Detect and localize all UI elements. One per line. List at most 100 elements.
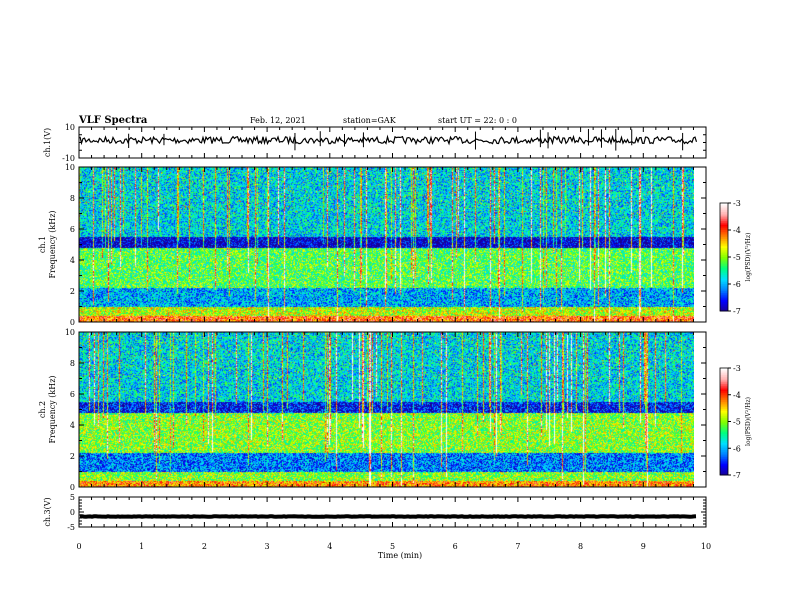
ch1-spectrogram-panel: 10 8 6 4 2 0 ch.1 Frequency (kHz)	[38, 163, 707, 327]
colorbar-swatch	[720, 302, 728, 305]
x-tick-label: 9	[641, 542, 646, 551]
colorbar-swatch	[720, 446, 728, 449]
colorbar-swatch	[720, 217, 728, 220]
y-tick-label: 10	[65, 163, 75, 172]
colorbar-swatch	[720, 221, 728, 224]
colorbar-swatch	[720, 448, 728, 451]
colorbar-swatch	[720, 453, 728, 456]
x-tick-label: 3	[265, 542, 270, 551]
colorbar-swatch	[720, 278, 728, 281]
ch1-spectrogram-image	[79, 167, 694, 322]
colorbar-tick-label: -7	[733, 307, 741, 316]
colorbar-swatch	[720, 233, 728, 236]
colorbar-swatch	[720, 237, 728, 240]
y-tick-label: 4	[70, 256, 75, 265]
colorbar-swatch	[720, 251, 728, 254]
colorbar-swatch	[720, 284, 728, 287]
colorbar-swatch	[720, 380, 728, 383]
colorbar-swatch	[720, 289, 728, 292]
colorbar-swatch	[720, 405, 728, 408]
ch2-spectrogram-image	[79, 332, 694, 487]
colorbar-swatch	[720, 266, 728, 269]
colorbar-swatch	[720, 239, 728, 242]
y-tick-label: 6	[70, 390, 75, 399]
x-tick-label: 1	[139, 542, 144, 551]
y-tick-label: 8	[70, 359, 75, 368]
x-tick-label: 7	[515, 542, 520, 551]
colorbar-swatch	[720, 467, 728, 471]
colorbar-swatch	[720, 228, 728, 231]
y-tick-label: 2	[70, 452, 75, 461]
colorbar-swatch	[720, 462, 728, 465]
colorbar-swatch	[720, 450, 728, 453]
y-tick-label: 4	[70, 421, 75, 430]
colorbar-swatch	[720, 368, 728, 371]
colorbar-swatch	[720, 248, 728, 251]
colorbar-swatch	[720, 471, 728, 474]
y-tick-label: -5	[67, 523, 75, 532]
colorbar-swatch	[720, 273, 728, 276]
ch3-waveform-y-label: ch.3(V)	[43, 497, 52, 526]
colorbar-swatch	[720, 204, 728, 208]
colorbar-swatch	[720, 291, 728, 294]
colorbar-swatch	[720, 269, 728, 272]
colorbar-swatch	[720, 392, 728, 396]
y-tick-label: 2	[70, 287, 75, 296]
header-station: station=GAK	[343, 116, 397, 125]
colorbar-swatch	[720, 264, 728, 267]
colorbar-swatch	[720, 240, 728, 244]
colorbar-swatch	[720, 293, 728, 296]
colorbar-swatch	[720, 464, 728, 467]
colorbar-swatch	[720, 208, 728, 211]
colorbar-swatch	[720, 246, 728, 249]
colorbar-swatch	[720, 253, 728, 256]
colorbar-swatch	[720, 296, 728, 299]
colorbar-swatch	[720, 451, 728, 455]
colorbar-swatch	[720, 455, 728, 458]
colorbar-swatch	[720, 371, 728, 374]
x-axis-label: Time (min)	[378, 551, 422, 560]
x-tick-label: 2	[202, 542, 207, 551]
ch1-waveform-panel: 10 -10 ch.1(V)	[43, 123, 707, 163]
colorbar-swatch	[720, 215, 728, 218]
ch2-spectrogram-y-label: Frequency (kHz)	[48, 375, 57, 443]
colorbar-swatch	[720, 203, 728, 206]
x-tick-label: 6	[453, 542, 458, 551]
colorbar-swatch	[720, 430, 728, 433]
colorbar-swatch	[720, 389, 728, 392]
y-tick-label: 5	[70, 493, 75, 502]
colorbar-swatch	[720, 231, 728, 235]
colorbar-swatch	[720, 439, 728, 442]
colorbar-swatch	[720, 417, 728, 421]
colorbar-swatch	[720, 262, 728, 265]
colorbar-swatch	[720, 213, 728, 217]
colorbar-swatch	[720, 226, 728, 229]
ch1-colorbar: -3 -4 -5 -6 -7 log(PSD)(V²/Hz)	[719, 199, 752, 316]
colorbar-swatch	[720, 384, 728, 387]
ch3-waveform-panel: 5 0 -5 ch.3(V)	[43, 493, 707, 532]
colorbar-swatch	[720, 442, 728, 446]
ch1-waveform-trace	[79, 134, 698, 146]
y-tick-label: 0	[70, 318, 75, 327]
y-tick-label: 0	[70, 483, 75, 492]
ch1-spectrogram-y-label: Frequency (kHz)	[48, 210, 57, 278]
colorbar-tick-label: -6	[733, 280, 741, 289]
colorbar-swatch	[720, 387, 728, 390]
colorbar-swatch	[720, 460, 728, 464]
ch2-spectrogram-y-label: ch.2	[38, 401, 47, 418]
colorbar-swatch	[720, 267, 728, 271]
colorbar-swatch	[720, 473, 728, 476]
x-tick-label: 5	[390, 542, 395, 551]
colorbar-tick-label: -4	[733, 391, 741, 400]
colorbar-swatch	[720, 457, 728, 460]
colorbar-swatch	[720, 382, 728, 385]
colorbar-swatch	[720, 466, 728, 469]
colorbar-swatch	[720, 433, 728, 437]
colorbar-swatch	[720, 428, 728, 431]
colorbar-swatch	[720, 437, 728, 440]
colorbar-swatch	[720, 255, 728, 258]
colorbar-tick-label: -4	[733, 226, 741, 235]
y-tick-label: 0	[70, 508, 75, 517]
colorbar-swatch	[720, 401, 728, 405]
